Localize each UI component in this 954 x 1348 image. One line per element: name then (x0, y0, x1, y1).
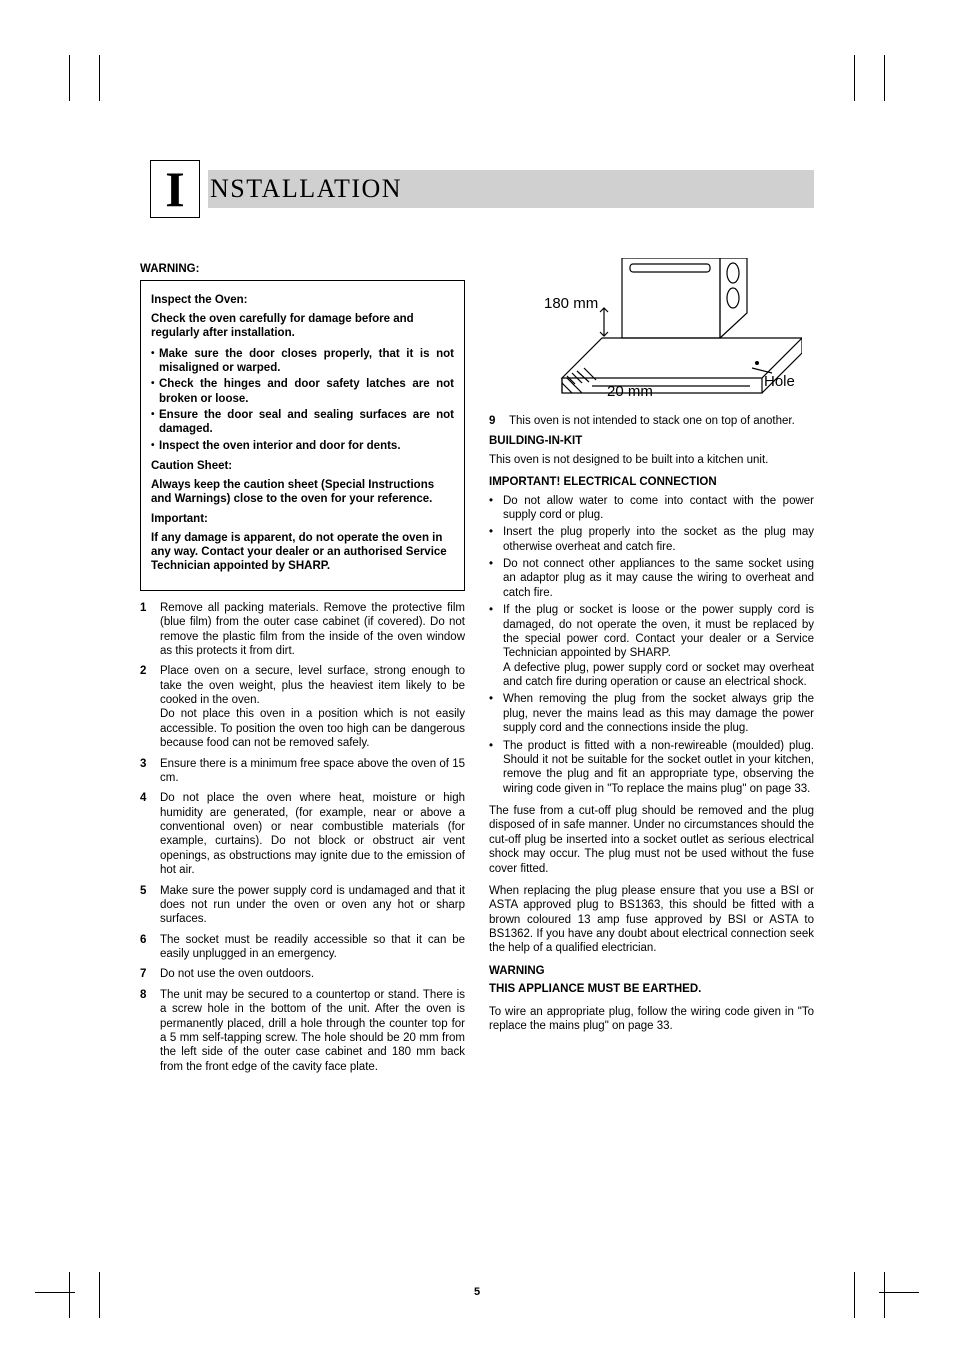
wire-text: To wire an appropriate plug, follow the … (489, 1005, 814, 1034)
list-item: 5Make sure the power supply cord is unda… (140, 884, 465, 927)
list-item: 9This oven is not intended to stack one … (489, 414, 814, 428)
electrical-bullets: •Do not allow water to come into contact… (489, 494, 814, 797)
crop-mark (854, 55, 855, 101)
inspect-bullets: Make sure the door closes properly, that… (151, 347, 454, 454)
step-9: 9This oven is not intended to stack one … (489, 414, 814, 428)
crop-mark (69, 55, 70, 101)
warning2-heading: WARNING (489, 964, 814, 978)
right-column: 180 mm 20 mm Hole 9This oven is not inte… (489, 258, 814, 1080)
list-item: Ensure the door seal and sealing surface… (151, 408, 454, 437)
electrical-heading: IMPORTANT! ELECTRICAL CONNECTION (489, 475, 814, 489)
list-item: 4Do not place the oven where heat, moist… (140, 791, 465, 877)
page-content: I NSTALLATION WARNING: Inspect the Oven:… (140, 160, 814, 1080)
inspect-heading: Inspect the Oven: (151, 293, 454, 307)
list-item: 3Ensure there is a minimum free space ab… (140, 757, 465, 786)
crop-mark (884, 55, 885, 101)
section-title: I NSTALLATION (140, 160, 814, 218)
building-heading: BUILDING-IN-KIT (489, 434, 814, 448)
list-item: Make sure the door closes properly, that… (151, 347, 454, 376)
list-item: 1Remove all packing materials. Remove th… (140, 601, 465, 659)
diagram-label-180: 180 mm (544, 295, 598, 312)
earthed-text: THIS APPLIANCE MUST BE EARTHED. (489, 982, 814, 996)
diagram-label-20: 20 mm (607, 383, 653, 400)
list-item: •When removing the plug from the socket … (489, 692, 814, 735)
left-column: WARNING: Inspect the Oven: Check the ove… (140, 258, 465, 1080)
list-item: •If the plug or socket is loose or the p… (489, 603, 814, 689)
title-text: NSTALLATION (208, 170, 814, 208)
page-number: 5 (0, 1286, 954, 1298)
inspect-intro: Check the oven carefully for damage befo… (151, 312, 454, 341)
inspection-box: Inspect the Oven: Check the oven careful… (140, 280, 465, 590)
title-initial: I (150, 160, 200, 218)
crop-mark (99, 55, 100, 101)
installation-steps: 1Remove all packing materials. Remove th… (140, 601, 465, 1074)
list-item: 2Place oven on a secure, level surface, … (140, 664, 465, 750)
caution-heading: Caution Sheet: (151, 459, 454, 473)
important-heading: Important: (151, 512, 454, 526)
list-item: •The product is fitted with a non-rewire… (489, 739, 814, 797)
installation-diagram: 180 mm 20 mm Hole (502, 258, 802, 408)
important-text: If any damage is apparent, do not operat… (151, 531, 454, 574)
list-item: •Do not connect other appliances to the … (489, 557, 814, 600)
list-item: Check the hinges and door safety latches… (151, 377, 454, 406)
replace-plug-text: When replacing the plug please ensure th… (489, 884, 814, 956)
list-item: 8The unit may be secured to a countertop… (140, 988, 465, 1074)
list-item: •Insert the plug properly into the socke… (489, 525, 814, 554)
caution-text: Always keep the caution sheet (Special I… (151, 478, 454, 507)
diagram-label-hole: Hole (764, 373, 795, 390)
list-item: 6The socket must be readily accessible s… (140, 933, 465, 962)
fuse-text: The fuse from a cut-off plug should be r… (489, 804, 814, 876)
list-item: Inspect the oven interior and door for d… (151, 439, 454, 453)
building-text: This oven is not designed to be built in… (489, 453, 814, 467)
warning-heading: WARNING: (140, 262, 465, 276)
list-item: •Do not allow water to come into contact… (489, 494, 814, 523)
list-item: 7Do not use the oven outdoors. (140, 967, 465, 981)
